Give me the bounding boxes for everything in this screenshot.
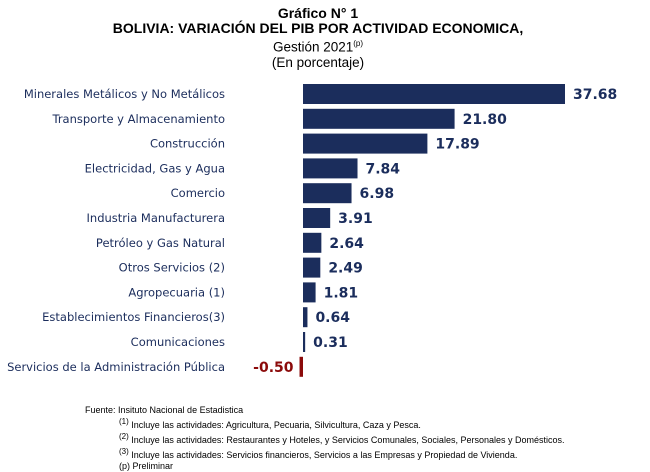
category-label: Industria Manufacturera [87, 211, 225, 225]
data-label: 2.64 [329, 236, 364, 252]
category-label: Comunicaciones [131, 335, 225, 349]
chart-titles: Gráfico N° 1 BOLIVIA: VARIACIÓN DEL PIB … [0, 6, 650, 70]
bar [303, 232, 322, 253]
category-label: Petróleo y Gas Natural [96, 236, 225, 250]
data-label: 1.81 [324, 285, 359, 301]
data-label: 17.89 [435, 137, 479, 153]
chart-period: Gestión 2021(p) [0, 36, 650, 55]
category-label: Construcción [150, 137, 225, 151]
data-label: 7.84 [366, 161, 401, 177]
category-label: Servicios de la Administración Pública [7, 360, 225, 374]
period-text: Gestión 2021 [272, 39, 354, 55]
source-note: Fuente: Insituto Nacional de Estadistica [85, 405, 244, 415]
category-label: Minerales Metálicos y No Metálicos [24, 87, 225, 101]
bar [303, 282, 316, 303]
bar [303, 108, 455, 129]
bar [303, 133, 428, 154]
data-label: 37.68 [573, 87, 617, 103]
note-1: (1) Incluye las actividades: Agricultura… [119, 417, 421, 430]
bar [299, 356, 303, 377]
data-label: 0.64 [315, 310, 350, 326]
category-label: Electricidad, Gas y Agua [85, 161, 225, 175]
data-label: 6.98 [360, 186, 395, 202]
data-label: 2.49 [328, 261, 363, 277]
bar [303, 84, 565, 104]
category-label: Agropecuaria (1) [128, 285, 225, 299]
footnotes: Fuente: Insituto Nacional de Estadistica… [85, 405, 565, 472]
bar [303, 257, 321, 278]
bar [303, 332, 306, 352]
data-label: -0.50 [253, 360, 294, 376]
note-3: (3) Incluye las actividades: Servicios f… [119, 447, 518, 460]
bar [303, 183, 352, 204]
category-label: Comercio [171, 186, 225, 200]
bar [303, 208, 331, 228]
note-preliminar: (p) Preliminar [119, 461, 174, 471]
bar [303, 158, 358, 179]
data-label: 0.31 [313, 335, 348, 351]
chart-unit: (En porcentaje) [271, 54, 365, 70]
chart-subtitle: BOLIVIA: VARIACIÓN DEL PIB POR ACTIVIDAD… [112, 20, 524, 36]
category-label: Transporte y Almacenamiento [51, 112, 225, 126]
period-mark: (p) [353, 39, 364, 48]
bar [303, 307, 308, 328]
category-label: Otros Servicios (2) [119, 261, 225, 275]
chart-title: Gráfico N° 1 [277, 5, 359, 21]
bar-chart: Minerales Metálicos y No Metálicos 37.68 T… [7, 84, 617, 377]
data-label: 21.80 [463, 112, 508, 128]
note-2: (2) Incluye las actividades: Restaurante… [119, 432, 565, 445]
data-label: 3.91 [338, 211, 373, 227]
category-label: Establecimientos Financieros(3) [42, 310, 225, 324]
